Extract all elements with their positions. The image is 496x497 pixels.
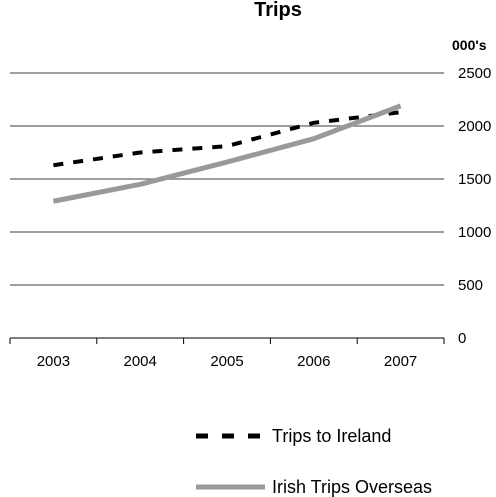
x-tick-label: 2003 — [37, 353, 70, 370]
x-axis — [9, 337, 445, 344]
y-tick-label: 2500 — [458, 65, 491, 82]
x-tick-label: 2007 — [384, 353, 417, 370]
y-axis-labels: 0 500 1000 1500 2000 2500 — [458, 65, 491, 347]
y-tick-label: 1500 — [458, 171, 491, 188]
y-tick-label: 500 — [458, 277, 483, 294]
x-axis-labels: 2003 2004 2005 2006 2007 — [37, 353, 418, 370]
series-line-0 — [53, 110, 401, 168]
chart-title: Trips — [254, 0, 302, 21]
legend-label-1: Irish Trips Overseas — [272, 477, 432, 497]
y-tick-label: 1000 — [458, 224, 491, 241]
legend: Trips to Ireland Irish Trips Overseas — [196, 426, 432, 497]
x-tick-label: 2004 — [124, 353, 157, 370]
y-tick-label: 2000 — [458, 118, 491, 135]
series-line-1 — [52, 103, 402, 204]
gridlines — [10, 72, 444, 286]
legend-label-0: Trips to Ireland — [272, 426, 391, 446]
y-tick-label: 0 — [458, 330, 466, 347]
x-tick-label: 2005 — [210, 353, 243, 370]
x-tick-label: 2006 — [297, 353, 330, 370]
series-lines — [52, 103, 402, 204]
unit-label: 000's — [452, 37, 487, 53]
